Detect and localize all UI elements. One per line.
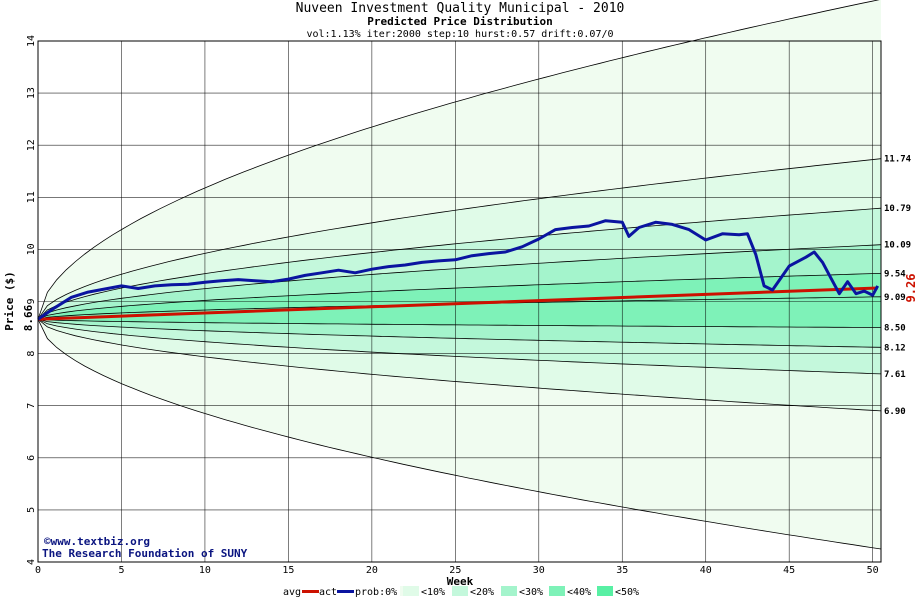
plot-frame (37, 40, 882, 563)
y-tick-label: 13 (26, 87, 37, 99)
x-tick-label: 45 (783, 565, 795, 576)
y-tick-label: 9 (26, 298, 37, 304)
legend-label: <50% (615, 587, 639, 598)
current-price-label: 9.26 (904, 274, 918, 303)
percentile-curve (37, 244, 882, 320)
y-tick-label: 8 (26, 351, 37, 357)
percentile-curve (37, 318, 882, 375)
right-value-label: 10.09 (884, 241, 911, 251)
series-line-avg (37, 286, 878, 321)
percentile-curve (37, 0, 880, 320)
legend-label: <30% (519, 587, 543, 598)
y-tick-label: 14 (26, 35, 37, 47)
series-line-act (37, 219, 880, 321)
y-tick-label: 11 (26, 191, 37, 203)
percentile-curve (37, 158, 882, 320)
probability-band (38, 273, 881, 328)
y-tick-label: 4 (26, 559, 37, 565)
percentile-curve (37, 207, 882, 320)
probability-bands (38, 0, 881, 549)
legend-label: act (319, 587, 337, 598)
right-value-label: 10.79 (884, 204, 911, 214)
x-tick-label: 30 (533, 565, 545, 576)
legend-swatch-band (452, 586, 468, 596)
legend-swatch-band (501, 586, 517, 596)
percentile-curve (37, 318, 882, 348)
percentile-curve (37, 318, 881, 328)
x-axis-ticks: 0 5 10 15 20 25 30 35 40 45 50 (35, 565, 879, 576)
x-tick-label: 5 (118, 565, 124, 576)
x-tick-label: 15 (282, 565, 294, 576)
legend-swatch-band (549, 586, 565, 596)
x-tick-label: 0 (35, 565, 41, 576)
y-tick-label: 10 (26, 243, 37, 255)
price-series (37, 219, 880, 321)
y-tick-label: 7 (26, 403, 37, 409)
right-percentile-labels: 11.74 10.79 10.09 9.54 9.09 8.50 8.12 7.61 6.90 (884, 155, 912, 417)
right-value-label: 6.90 (884, 407, 906, 417)
percentile-curves (37, 0, 882, 550)
credit-organization: The Research Foundation of SUNY (42, 547, 248, 560)
legend-label: avg (283, 587, 301, 598)
legend-label: <10% (421, 587, 445, 598)
chart-subtitle: Predicted Price Distribution (367, 15, 552, 28)
x-tick-label: 35 (616, 565, 628, 576)
y-axis-ticks: 4 5 6 7 8 9 10 11 12 13 14 (26, 35, 37, 565)
x-tick-label: 20 (366, 565, 378, 576)
percentile-curve (37, 318, 882, 412)
right-value-label: 11.74 (884, 155, 912, 165)
chart-params: vol:1.13% iter:2000 step:10 hurst:0.57 d… (306, 29, 613, 40)
chart-title: Nuveen Investment Quality Municipal - 20… (296, 1, 625, 16)
credit-website: ©www.textbiz.org (44, 535, 150, 548)
legend-label: <40% (567, 587, 591, 598)
right-value-label: 8.50 (884, 324, 906, 334)
y-tick-label: 6 (26, 455, 37, 461)
percentile-curve (37, 273, 882, 320)
right-value-label: 9.09 (884, 293, 906, 303)
legend-label: prob:0% (355, 587, 397, 598)
y-tick-label: 12 (26, 139, 37, 151)
chart-legend: avg act prob:0% <10% <20% <30% <40% <50% (283, 586, 639, 598)
x-axis-label: Week (447, 575, 474, 588)
x-tick-label: 25 (449, 565, 461, 576)
x-tick-label: 10 (199, 565, 211, 576)
x-tick-label: 50 (867, 565, 879, 576)
right-value-label: 8.12 (884, 343, 906, 353)
legend-label: <20% (470, 587, 494, 598)
right-value-label: 7.61 (884, 370, 906, 380)
legend-swatch-band (403, 586, 419, 596)
x-tick-label: 40 (700, 565, 712, 576)
right-value-label: 9.54 (884, 269, 906, 279)
y-axis-label: Price ($) (3, 271, 16, 331)
percentile-curve (37, 319, 882, 550)
legend-swatch-band (597, 586, 613, 596)
y-tick-label: 5 (26, 507, 37, 513)
start-price-label: 8.66 (22, 304, 35, 331)
